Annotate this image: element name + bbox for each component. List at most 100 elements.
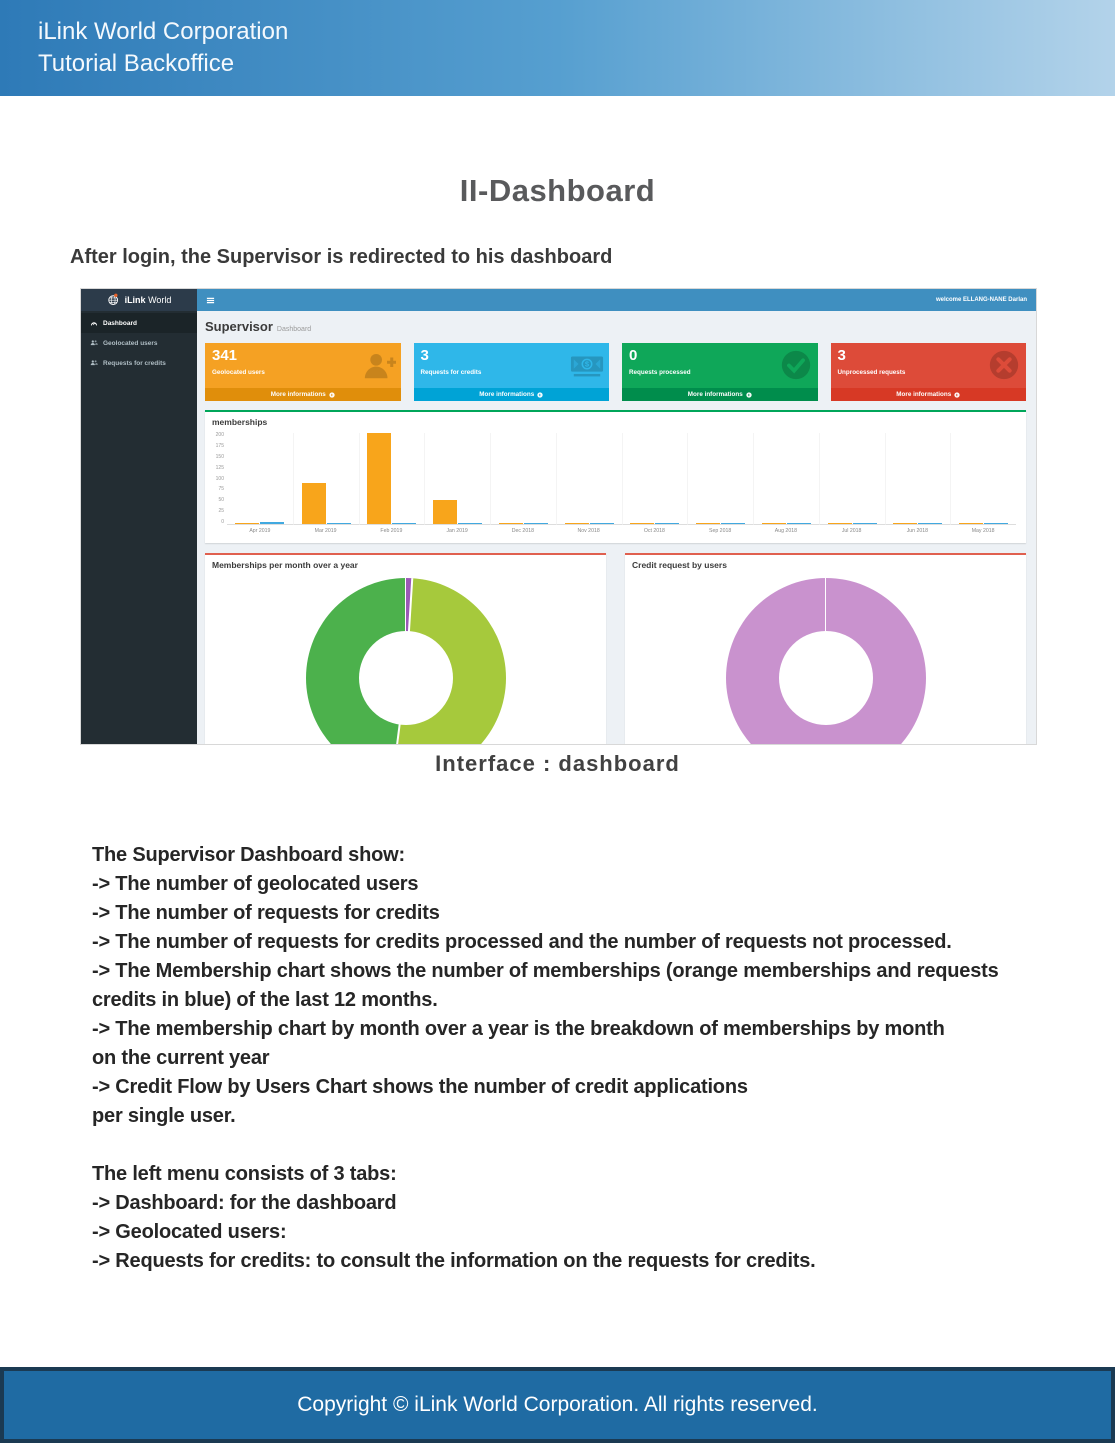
stat-label: Unprocessed requests <box>837 369 906 376</box>
memberships-donut-title: Memberships per month over a year <box>212 560 358 570</box>
stat-value: 3 <box>420 347 429 364</box>
page-title: II-Dashboard <box>459 173 656 208</box>
body-text-line <box>92 1276 1047 1305</box>
sidebar-item-geolocated-users[interactable]: Geolocated users <box>81 333 197 353</box>
heading-breadcrumb: Dashboard <box>276 326 312 333</box>
bars <box>424 433 490 525</box>
donut-hole <box>358 631 453 725</box>
bar-requests-credits <box>392 523 417 524</box>
sidebar-item-dashboard[interactable]: Dashboard <box>81 313 197 333</box>
bars <box>687 433 753 525</box>
users-icon <box>90 359 98 367</box>
x-tick-label: Dec 2018 <box>511 528 534 534</box>
bar-requests-credits <box>721 523 746 524</box>
document-subtitle: Tutorial Backoffice <box>38 50 235 77</box>
plot-area: Apr 2019 Mar 2019 Feb 2019 Jan 2019 Dec 2018… <box>227 433 1016 538</box>
bar-memberships <box>498 523 523 524</box>
bar-group-jan-2019: Jan 2019 <box>424 433 490 538</box>
x-tick-label: Jun 2018 <box>906 528 929 534</box>
sidebar-item-requests-for-credits[interactable]: Requests for credits <box>81 353 197 373</box>
body-text-line: -> The number of geolocated users <box>92 873 419 895</box>
stat-card-unprocessed-requests: 3 Unprocessed requests More informations <box>830 343 1026 401</box>
bar-requests-credits <box>458 523 483 524</box>
stat-label: Requests processed <box>629 369 691 376</box>
bars <box>818 433 885 525</box>
document-footer: Copyright © iLink World Corporation. All… <box>0 1367 1115 1443</box>
stat-card-requests-processed: 0 Requests processed More informations <box>622 343 818 401</box>
screenshot-caption: Interface : dashboard <box>435 751 680 776</box>
body-text-line: -> The Membership chart shows the number… <box>92 960 999 982</box>
hamburger-icon[interactable] <box>206 296 215 305</box>
more-informations-link[interactable]: More informations <box>205 388 401 401</box>
brand-logo[interactable]: iLink World <box>81 289 197 311</box>
globe-icon <box>107 293 120 308</box>
bar-group-jun-2018: Jun 2018 <box>884 433 951 538</box>
more-informations-link[interactable]: More informations <box>830 388 1026 401</box>
bar-memberships <box>761 523 786 524</box>
user-plus-icon <box>362 348 396 382</box>
top-navbar: iLink World welcome ELLANG-NANE Darlan <box>81 289 1036 311</box>
user-menu[interactable]: welcome ELLANG-NANE Darlan <box>935 297 1027 303</box>
body-text-line: The Supervisor Dashboard show: <box>92 844 405 866</box>
more-informations-link[interactable]: More informations <box>413 388 609 401</box>
bars <box>490 433 556 525</box>
body-text-line: credits in blue) of the last 12 months. <box>92 989 438 1011</box>
more-informations-label: More informations <box>270 391 326 398</box>
stat-label: Requests for credits <box>420 369 482 376</box>
sidebar-item-label: Requests for credits <box>103 359 166 367</box>
more-informations-label: More informations <box>687 391 743 398</box>
stat-card-requests-for-credits: 3 Requests for credits $ More informations <box>413 343 609 401</box>
body-text-line: per single user. <box>92 1105 236 1127</box>
body-text-line: -> The membership chart by month over a … <box>92 1018 945 1040</box>
stat-value: 0 <box>629 347 638 364</box>
x-tick-label: Feb 2019 <box>380 528 403 534</box>
y-axis: 200 175 150 125 100 75 50 25 0 <box>210 433 227 525</box>
x-tick-label: Aug 2018 <box>774 528 797 534</box>
memberships-bar-chart: 200 175 150 125 100 75 50 25 0 Apr 2019 Mar 2019 F… <box>205 431 1026 543</box>
credit-requests-donut-title: Credit request by users <box>632 560 727 570</box>
dashboard-screenshot: iLink World welcome ELLANG-NANE Darlan D… <box>80 288 1037 745</box>
memberships-panel-title: memberships <box>212 417 268 427</box>
bars <box>621 433 688 525</box>
y-tick-label: 0 <box>221 519 224 525</box>
x-tick-label: May 2018 <box>971 528 995 534</box>
money-icon: $ <box>570 348 604 382</box>
stat-card-body: 0 Requests processed <box>622 343 818 388</box>
bar-requests-credits <box>523 523 548 524</box>
y-tick-label: 25 <box>218 508 224 515</box>
y-tick-label: 200 <box>215 432 224 438</box>
y-tick-label: 100 <box>215 475 224 482</box>
y-tick-label: 150 <box>215 453 224 460</box>
company-name: iLink World Corporation <box>38 18 289 45</box>
stat-card-body: 341 Geolocated users <box>205 343 401 388</box>
bar-requests-credits <box>984 523 1009 524</box>
memberships-donut-chart <box>305 578 506 744</box>
x-tick-label: Sep 2018 <box>709 528 732 534</box>
document-header: iLink World Corporation Tutorial Backoff… <box>0 0 1115 96</box>
y-tick-label: 125 <box>215 464 224 471</box>
credit-requests-donut-chart <box>725 578 926 744</box>
more-informations-link[interactable]: More informations <box>622 388 818 401</box>
bars <box>753 433 819 525</box>
bar-memberships <box>235 523 260 524</box>
sidebar-item-label: Dashboard <box>103 319 137 327</box>
donut-segment-divider <box>824 578 827 678</box>
donut-hole <box>778 631 873 725</box>
sidebar: Dashboard Geolocated users Requests for cr… <box>81 311 197 744</box>
bar-group-feb-2019: Feb 2019 <box>358 433 425 538</box>
memberships-donut-panel: Memberships per month over a year <box>205 553 606 744</box>
bar-group-apr-2019: Apr 2019 <box>227 433 293 538</box>
bar-memberships <box>893 523 918 524</box>
bar-requests-credits <box>589 523 614 524</box>
bars <box>555 433 622 525</box>
stat-card-geolocated-users: 341 Geolocated users More informations <box>205 343 401 401</box>
content-heading: Supervisor Dashboard <box>205 318 1026 336</box>
bar-memberships <box>367 433 392 524</box>
bar-group-oct-2018: Oct 2018 <box>621 433 688 538</box>
check-circle-icon <box>779 348 813 382</box>
donut-segment-divider <box>404 578 407 678</box>
y-tick-label: 75 <box>218 486 224 493</box>
stat-value: 3 <box>837 347 846 364</box>
bars <box>358 433 425 525</box>
heading-title: Supervisor <box>205 319 273 334</box>
